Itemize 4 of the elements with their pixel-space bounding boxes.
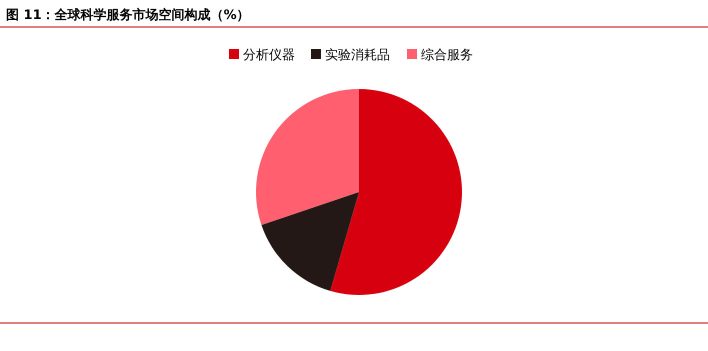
legend-label: 综合服务 xyxy=(421,48,473,63)
legend-label: 分析仪器 xyxy=(243,48,295,63)
legend-label: 实验消耗品 xyxy=(325,48,390,63)
chart-title: 图 11：全球科学服务市场空间构成（%） xyxy=(6,7,250,23)
